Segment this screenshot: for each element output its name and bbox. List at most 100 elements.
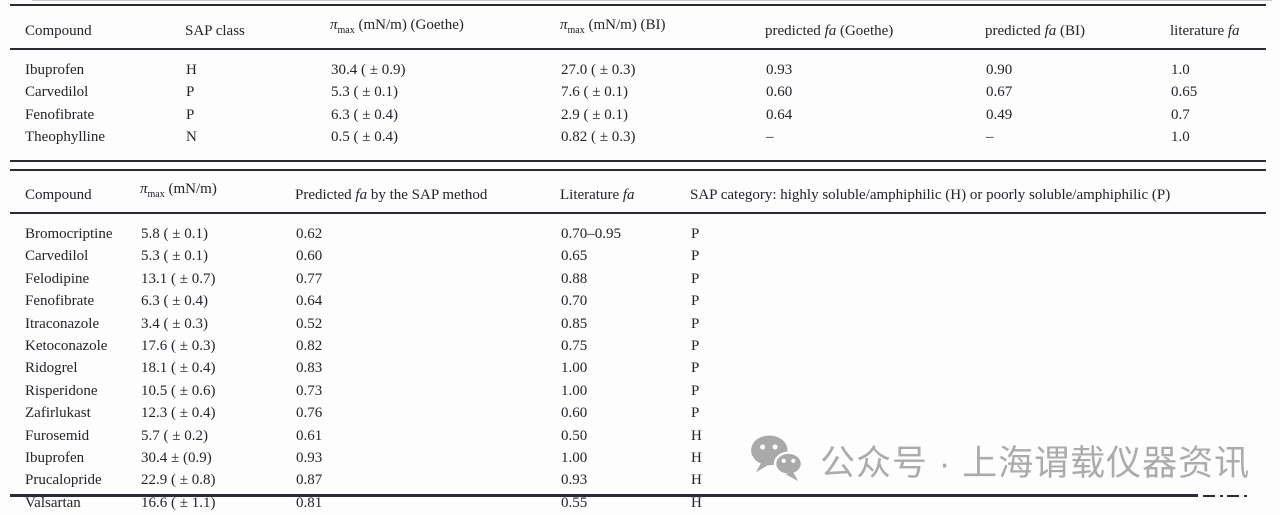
table-cell: 16.6 ( ± 1.1)	[141, 494, 216, 511]
column-header-predicted-fa-sap: Predicted fa by the SAP method	[295, 170, 560, 214]
table-row: Valsartan 16.6 ( ± 1.1) 0.81 0.55 H	[10, 492, 1266, 514]
table-row: Furosemid 5.7 ( ± 0.2) 0.61 0.50 H	[10, 425, 1266, 447]
table-cell: 0.70	[561, 293, 588, 310]
table-sap-predictions: Compound πmax (mN/m) Predicted fa by the…	[10, 169, 1266, 514]
column-header-pimax-goethe: πmax (mN/m) (Goethe)	[330, 5, 560, 50]
table-cell: 5.8 ( ± 0.1)	[141, 226, 208, 242]
table-cell: 0.52	[296, 315, 323, 332]
column-header-predicted-fa-bi: predicted fa (BI)	[985, 5, 1170, 50]
table-cell: 6.3 ( ± 0.4)	[141, 293, 208, 310]
table-cell: H	[691, 494, 702, 511]
table-cell: Ridogrel	[25, 360, 78, 377]
table-cell: 13.1 ( ± 0.7)	[141, 270, 216, 287]
table-cell: 5.3 ( ± 0.1)	[141, 248, 208, 265]
table-body: Ibuprofen H 30.4 ( ± 0.9) 27.0 ( ± 0.3) 0.93…	[10, 49, 1266, 161]
table-cell: H	[691, 427, 702, 444]
table-row: Ibuprofen 30.4 ± (0.9) 0.93 1.00 H	[10, 447, 1266, 469]
table-cell: 0.60	[766, 84, 793, 101]
table-body: Bromocriptine 5.8 ( ± 0.1) 0.62 0.70–0.95 P C…	[10, 213, 1266, 514]
table-cell: 0.93	[561, 472, 588, 489]
column-header-sap-class: SAP class	[185, 5, 330, 50]
table-cell: 1.00	[561, 382, 588, 399]
table-cell: Prucalopride	[25, 472, 102, 489]
table-cell: 3.4 ( ± 0.3)	[141, 315, 208, 332]
table-cell: P	[691, 405, 700, 422]
table-cell: 0.62	[296, 226, 323, 242]
table-cell: 0.93	[766, 62, 793, 78]
table-cell: 0.5 ( ± 0.4)	[331, 129, 398, 146]
table-cell: 1.0	[1171, 129, 1190, 146]
table-cell: 0.70–0.95	[561, 226, 621, 242]
table-cell: 0.77	[296, 270, 323, 287]
table-cell: H	[691, 450, 702, 467]
table-cell: Carvedilol	[25, 248, 89, 265]
column-header-pimax: πmax (mN/m)	[140, 170, 295, 214]
table-row: Carvedilol P 5.3 ( ± 0.1) 7.6 ( ± 0.1) 0.60 0…	[10, 81, 1266, 103]
table-cell: 0.65	[561, 248, 588, 265]
table-cell: 30.4 ( ± 0.9)	[331, 62, 406, 78]
table-cell: 17.6 ( ± 0.3)	[141, 338, 216, 355]
table-cell: 7.6 ( ± 0.1)	[561, 84, 628, 101]
table-cell: 0.81	[296, 494, 323, 511]
table-row: Ridogrel 18.1 ( ± 0.4) 0.83 1.00 P	[10, 357, 1266, 379]
table-cell: P	[691, 226, 700, 242]
table-cell: 30.4 ± (0.9)	[141, 450, 212, 467]
table-row: Theophylline N 0.5 ( ± 0.4) 0.82 ( ± 0.3) – –…	[10, 126, 1266, 160]
table-cell: 5.7 ( ± 0.2)	[141, 427, 208, 444]
table-cell: Bromocriptine	[25, 226, 113, 242]
watermark: 公众号 · 上海谓载仪器资讯	[748, 434, 1250, 487]
table-cell: 0.65	[1171, 84, 1198, 101]
table-cell: 1.00	[561, 360, 588, 377]
table-cell: 0.49	[986, 106, 1013, 123]
table-row: Ibuprofen H 30.4 ( ± 0.9) 27.0 ( ± 0.3) 0.93…	[10, 49, 1266, 81]
table-cell: 1.00	[561, 450, 588, 467]
table-row: Risperidone 10.5 ( ± 0.6) 0.73 1.00 P	[10, 380, 1266, 402]
table-cell: 1.0	[1171, 62, 1190, 78]
table-cell: 0.61	[296, 427, 323, 444]
table-cell: –	[766, 129, 774, 146]
table-row: Ketoconazole 17.6 ( ± 0.3) 0.82 0.75 P	[10, 335, 1266, 357]
table-row: Itraconazole 3.4 ( ± 0.3) 0.52 0.85 P	[10, 313, 1266, 335]
table-row: Carvedilol 5.3 ( ± 0.1) 0.60 0.65 P	[10, 245, 1266, 267]
table-cell: Carvedilol	[25, 84, 89, 101]
table-cell: 0.7	[1171, 106, 1190, 123]
table-cell: 27.0 ( ± 0.3)	[561, 62, 636, 78]
table-cell: Valsartan	[25, 494, 81, 511]
table-cell: 0.85	[561, 315, 588, 332]
table-cell: Itraconazole	[25, 315, 100, 332]
table-cell: 0.67	[986, 84, 1013, 101]
table-cell: H	[186, 62, 197, 78]
table-row: Prucalopride 22.9 ( ± 0.8) 0.87 0.93 H	[10, 469, 1266, 491]
table-row: Bromocriptine 5.8 ( ± 0.1) 0.62 0.70–0.95 P	[10, 213, 1266, 245]
table-cell: P	[691, 248, 700, 265]
table-cell: P	[691, 338, 700, 355]
table-cell: 0.88	[561, 270, 588, 287]
table-cell: Theophylline	[25, 129, 105, 146]
table-cell: 0.60	[296, 248, 323, 265]
table-cell: P	[186, 84, 195, 101]
column-header-literature-fa: literature fa	[1170, 5, 1266, 50]
table-row: Zafirlukast 12.3 ( ± 0.4) 0.76 0.60 P	[10, 402, 1266, 424]
table-cell: Zafirlukast	[25, 405, 91, 422]
scan-artifact-dashes	[1203, 494, 1247, 497]
table-cell: 0.87	[296, 472, 323, 489]
table-cell: P	[691, 382, 700, 399]
table-header-row: Compound πmax (mN/m) Predicted fa by the…	[10, 170, 1266, 214]
table-row: Fenofibrate P 6.3 ( ± 0.4) 2.9 ( ± 0.1) 0.64…	[10, 104, 1266, 126]
table-header-row: Compound SAP class πmax (mN/m) (Goethe) …	[10, 5, 1266, 50]
table-cell: Ketoconazole	[25, 338, 108, 355]
table-bottom-rule	[10, 494, 1198, 497]
table-cell: Fenofibrate	[25, 106, 95, 123]
table-cell: Furosemid	[25, 427, 90, 444]
table-cell: 0.82 ( ± 0.3)	[561, 129, 636, 146]
table-cell: 0.50	[561, 427, 588, 444]
table-cell: 0.82	[296, 338, 323, 355]
table-cell: Ibuprofen	[25, 62, 85, 78]
table-cell: 0.75	[561, 338, 588, 355]
table-cell: Fenofibrate	[25, 293, 95, 310]
scan-artifact-line	[32, 0, 1272, 1]
table-cell: 12.3 ( ± 0.4)	[141, 405, 216, 422]
watermark-text: 公众号 · 上海谓载仪器资讯	[820, 444, 1251, 483]
table-cell: 0.64	[296, 293, 323, 310]
table-cell: P	[691, 315, 700, 332]
